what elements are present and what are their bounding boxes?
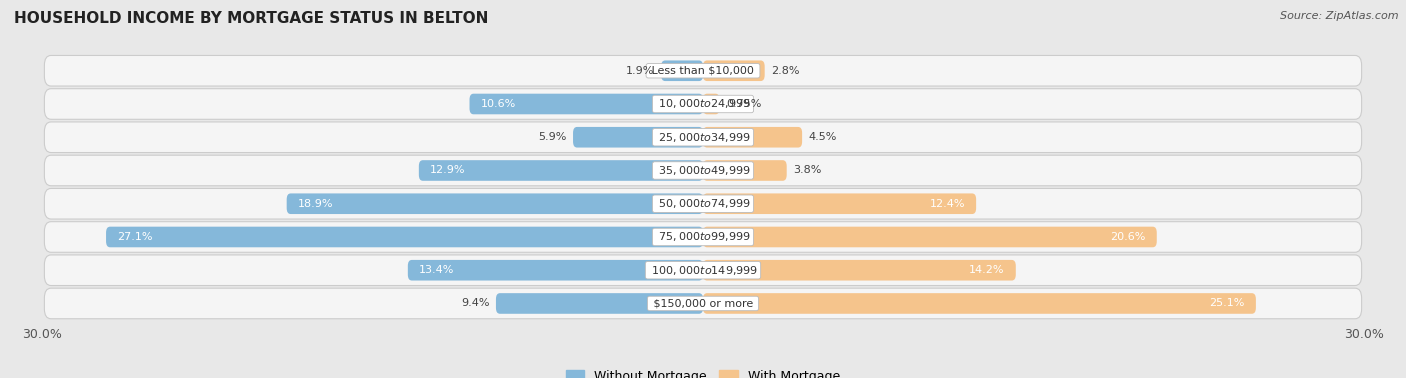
FancyBboxPatch shape <box>661 60 703 81</box>
Text: 25.1%: 25.1% <box>1209 299 1244 308</box>
Text: 13.4%: 13.4% <box>419 265 454 275</box>
Text: 10.6%: 10.6% <box>481 99 516 109</box>
Text: $75,000 to $99,999: $75,000 to $99,999 <box>655 231 751 243</box>
FancyBboxPatch shape <box>496 293 703 314</box>
Text: $25,000 to $34,999: $25,000 to $34,999 <box>655 131 751 144</box>
FancyBboxPatch shape <box>408 260 703 280</box>
FancyBboxPatch shape <box>703 227 1157 247</box>
Text: Source: ZipAtlas.com: Source: ZipAtlas.com <box>1281 11 1399 21</box>
Text: 1.9%: 1.9% <box>626 66 655 76</box>
FancyBboxPatch shape <box>703 127 801 147</box>
FancyBboxPatch shape <box>45 122 1361 153</box>
FancyBboxPatch shape <box>470 94 703 114</box>
FancyBboxPatch shape <box>574 127 703 147</box>
Text: 14.2%: 14.2% <box>969 265 1005 275</box>
Text: 3.8%: 3.8% <box>793 166 821 175</box>
Text: $100,000 to $149,999: $100,000 to $149,999 <box>648 264 758 277</box>
FancyBboxPatch shape <box>45 255 1361 285</box>
FancyBboxPatch shape <box>45 288 1361 319</box>
Text: $50,000 to $74,999: $50,000 to $74,999 <box>655 197 751 210</box>
Text: 9.4%: 9.4% <box>461 299 489 308</box>
FancyBboxPatch shape <box>45 222 1361 252</box>
Text: Less than $10,000: Less than $10,000 <box>648 66 758 76</box>
FancyBboxPatch shape <box>45 56 1361 86</box>
FancyBboxPatch shape <box>703 260 1015 280</box>
FancyBboxPatch shape <box>703 160 787 181</box>
FancyBboxPatch shape <box>703 60 765 81</box>
FancyBboxPatch shape <box>105 227 703 247</box>
Text: 2.8%: 2.8% <box>772 66 800 76</box>
FancyBboxPatch shape <box>703 194 976 214</box>
FancyBboxPatch shape <box>703 94 720 114</box>
Text: 18.9%: 18.9% <box>298 199 333 209</box>
FancyBboxPatch shape <box>45 89 1361 119</box>
Text: $150,000 or more: $150,000 or more <box>650 299 756 308</box>
Text: 5.9%: 5.9% <box>538 132 567 142</box>
Text: 20.6%: 20.6% <box>1111 232 1146 242</box>
Text: $35,000 to $49,999: $35,000 to $49,999 <box>655 164 751 177</box>
Text: 0.75%: 0.75% <box>725 99 762 109</box>
FancyBboxPatch shape <box>45 189 1361 219</box>
FancyBboxPatch shape <box>45 155 1361 186</box>
Text: 4.5%: 4.5% <box>808 132 837 142</box>
Text: 27.1%: 27.1% <box>117 232 153 242</box>
Text: $10,000 to $24,999: $10,000 to $24,999 <box>655 98 751 110</box>
Text: HOUSEHOLD INCOME BY MORTGAGE STATUS IN BELTON: HOUSEHOLD INCOME BY MORTGAGE STATUS IN B… <box>14 11 488 26</box>
Text: 12.9%: 12.9% <box>430 166 465 175</box>
FancyBboxPatch shape <box>419 160 703 181</box>
Legend: Without Mortgage, With Mortgage: Without Mortgage, With Mortgage <box>561 365 845 378</box>
FancyBboxPatch shape <box>287 194 703 214</box>
FancyBboxPatch shape <box>703 293 1256 314</box>
Text: 12.4%: 12.4% <box>929 199 965 209</box>
